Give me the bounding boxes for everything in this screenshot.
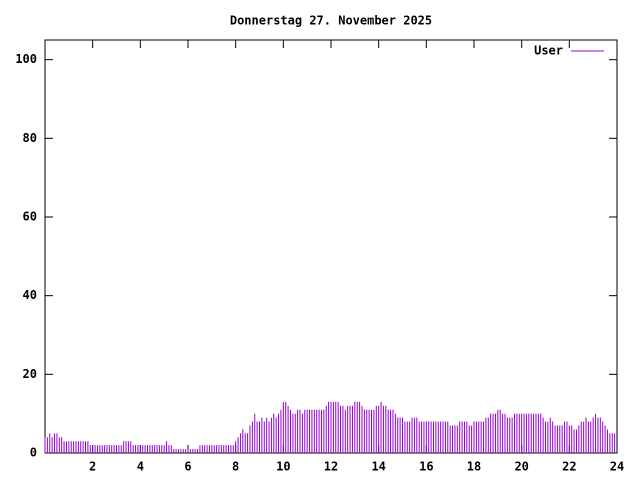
x-tick-label: 12 (324, 460, 338, 474)
x-tick-label: 8 (232, 460, 239, 474)
x-tick-label: 14 (371, 460, 385, 474)
y-tick-label: 100 (15, 52, 37, 66)
x-tick-label: 6 (184, 460, 191, 474)
x-tick-label: 18 (467, 460, 481, 474)
x-tick-label: 4 (137, 460, 144, 474)
x-tick-label: 10 (276, 460, 290, 474)
x-tick-label: 22 (562, 460, 576, 474)
y-tick-label: 60 (23, 210, 37, 224)
y-tick-label: 20 (23, 367, 37, 381)
x-tick-label: 20 (514, 460, 528, 474)
x-tick-label: 2 (89, 460, 96, 474)
x-tick-label: 16 (419, 460, 433, 474)
x-tick-label: 24 (610, 460, 624, 474)
y-tick-label: 40 (23, 288, 37, 302)
y-tick-label: 0 (30, 446, 37, 460)
chart-title: Donnerstag 27. November 2025 (230, 14, 432, 28)
legend-label: User (534, 44, 563, 58)
y-tick-label: 80 (23, 131, 37, 145)
